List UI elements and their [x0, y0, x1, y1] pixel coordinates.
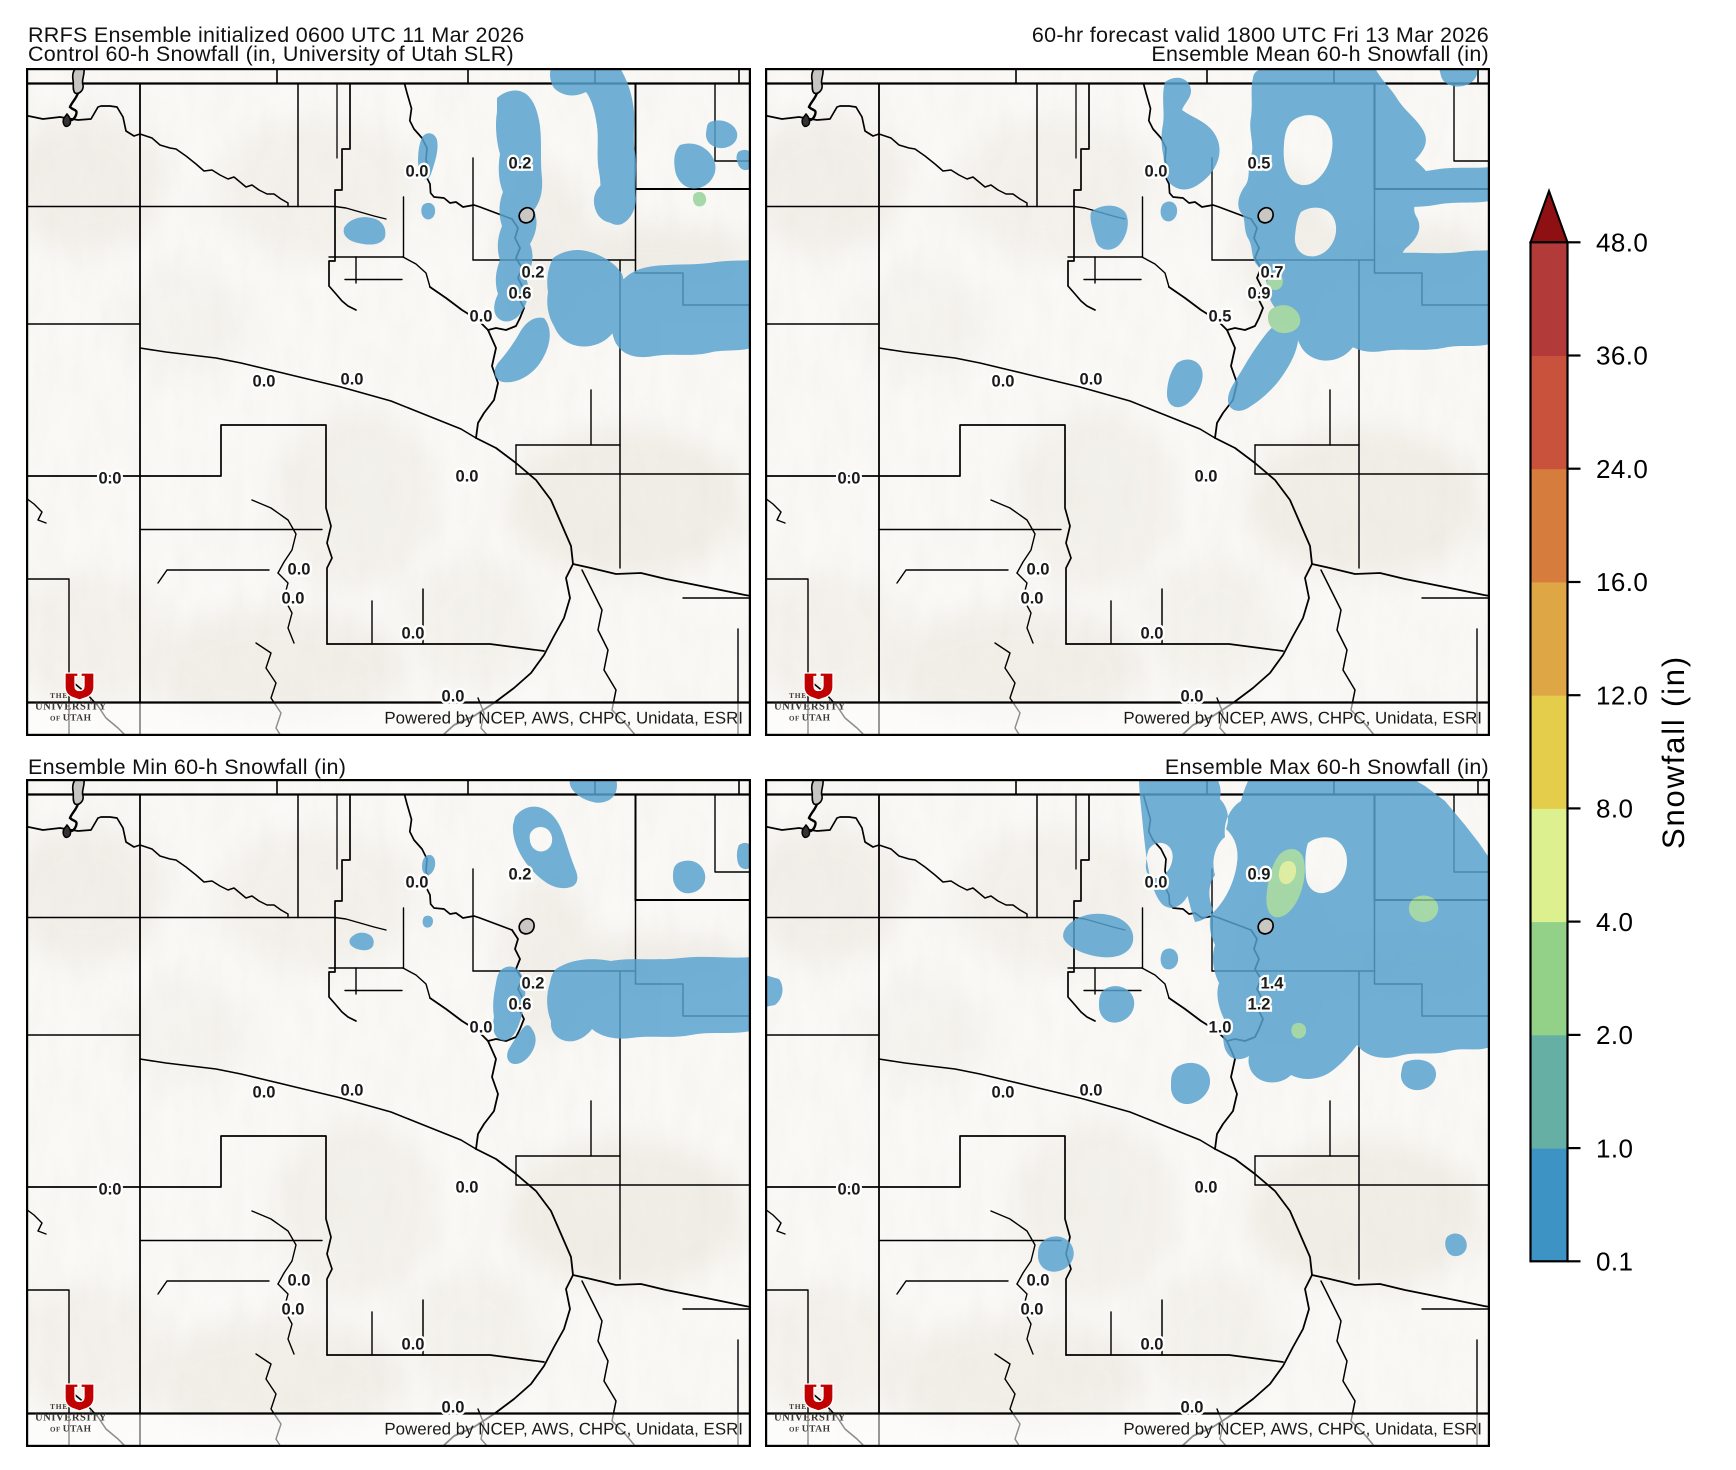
svg-text:Powered by NCEP, AWS, CHPC, Un: Powered by NCEP, AWS, CHPC, Unidata, ESR… [384, 1420, 743, 1439]
svg-text:0.0: 0.0 [1027, 561, 1050, 579]
svg-text:0.0: 0.0 [253, 1084, 276, 1102]
svg-text:0.0: 0.0 [253, 373, 276, 391]
svg-text:4.0: 4.0 [1596, 907, 1633, 937]
svg-text:0.0: 0.0 [1080, 371, 1103, 389]
svg-text:48.0: 48.0 [1596, 228, 1648, 258]
svg-text:0.7: 0.7 [1261, 264, 1284, 282]
svg-text:0.0: 0.0 [1021, 590, 1044, 608]
svg-text:0.0: 0.0 [992, 1084, 1015, 1102]
svg-text:0.0: 0.0 [1141, 1336, 1164, 1354]
svg-text:24.0: 24.0 [1596, 454, 1648, 484]
svg-text:0.0: 0.0 [99, 470, 122, 488]
svg-text:0.0: 0.0 [288, 561, 311, 579]
svg-text:0.0: 0.0 [402, 625, 425, 643]
svg-text:0.0: 0.0 [1181, 688, 1204, 706]
svg-text:0.0: 0.0 [341, 371, 364, 389]
svg-text:0.0: 0.0 [456, 468, 479, 486]
svg-text:0.5: 0.5 [1248, 155, 1271, 173]
svg-text:0.0: 0.0 [406, 874, 429, 892]
svg-text:0.0: 0.0 [1195, 468, 1218, 486]
svg-text:8.0: 8.0 [1596, 794, 1633, 824]
svg-text:1.2: 1.2 [1248, 996, 1271, 1014]
svg-text:0.0: 0.0 [402, 1336, 425, 1354]
svg-text:0.0: 0.0 [838, 470, 861, 488]
svg-text:Powered by NCEP, AWS, CHPC, Un: Powered by NCEP, AWS, CHPC, Unidata, ESR… [1123, 709, 1482, 728]
svg-text:0.6: 0.6 [509, 996, 532, 1014]
svg-text:0.0: 0.0 [99, 1181, 122, 1199]
svg-text:0.9: 0.9 [1248, 866, 1271, 884]
svg-text:0.0: 0.0 [282, 1301, 305, 1319]
svg-text:2.0: 2.0 [1596, 1020, 1633, 1050]
svg-text:0.0: 0.0 [470, 1019, 493, 1037]
svg-text:0.0: 0.0 [1080, 1082, 1103, 1100]
svg-text:Powered by NCEP, AWS, CHPC, Un: Powered by NCEP, AWS, CHPC, Unidata, ESR… [384, 709, 743, 728]
svg-text:0.0: 0.0 [341, 1082, 364, 1100]
svg-text:0.0: 0.0 [282, 590, 305, 608]
svg-text:0.0: 0.0 [1021, 1301, 1044, 1319]
svg-text:1.4: 1.4 [1261, 975, 1285, 993]
svg-text:0.0: 0.0 [1181, 1399, 1204, 1417]
svg-text:Powered by NCEP, AWS, CHPC, Un: Powered by NCEP, AWS, CHPC, Unidata, ESR… [1123, 1420, 1482, 1439]
svg-text:36.0: 36.0 [1596, 341, 1648, 371]
svg-text:0.0: 0.0 [1141, 625, 1164, 643]
svg-text:0.0: 0.0 [442, 1399, 465, 1417]
svg-text:0.0: 0.0 [992, 373, 1015, 391]
svg-text:0.0: 0.0 [838, 1181, 861, 1199]
svg-text:0.9: 0.9 [1248, 285, 1271, 303]
svg-text:0.2: 0.2 [522, 975, 545, 993]
svg-text:0.0: 0.0 [442, 688, 465, 706]
svg-text:16.0: 16.0 [1596, 567, 1648, 597]
svg-text:0.0: 0.0 [1027, 1272, 1050, 1290]
svg-text:0.2: 0.2 [522, 264, 545, 282]
svg-text:0.0: 0.0 [1145, 163, 1168, 181]
svg-text:0.0: 0.0 [470, 308, 493, 326]
svg-text:0.0: 0.0 [1195, 1179, 1218, 1197]
svg-text:0.2: 0.2 [509, 155, 532, 173]
svg-text:Snowfall (in): Snowfall (in) [1656, 655, 1691, 849]
svg-text:0.0: 0.0 [406, 163, 429, 181]
svg-text:0.1: 0.1 [1596, 1247, 1633, 1277]
svg-text:0.6: 0.6 [509, 285, 532, 303]
svg-text:0.0: 0.0 [1145, 874, 1168, 892]
svg-text:0.0: 0.0 [456, 1179, 479, 1197]
svg-text:12.0: 12.0 [1596, 680, 1648, 710]
svg-text:1.0: 1.0 [1209, 1019, 1232, 1037]
svg-text:0.5: 0.5 [1209, 308, 1232, 326]
svg-text:0.2: 0.2 [509, 866, 532, 884]
svg-text:0.0: 0.0 [288, 1272, 311, 1290]
svg-text:1.0: 1.0 [1596, 1133, 1633, 1163]
